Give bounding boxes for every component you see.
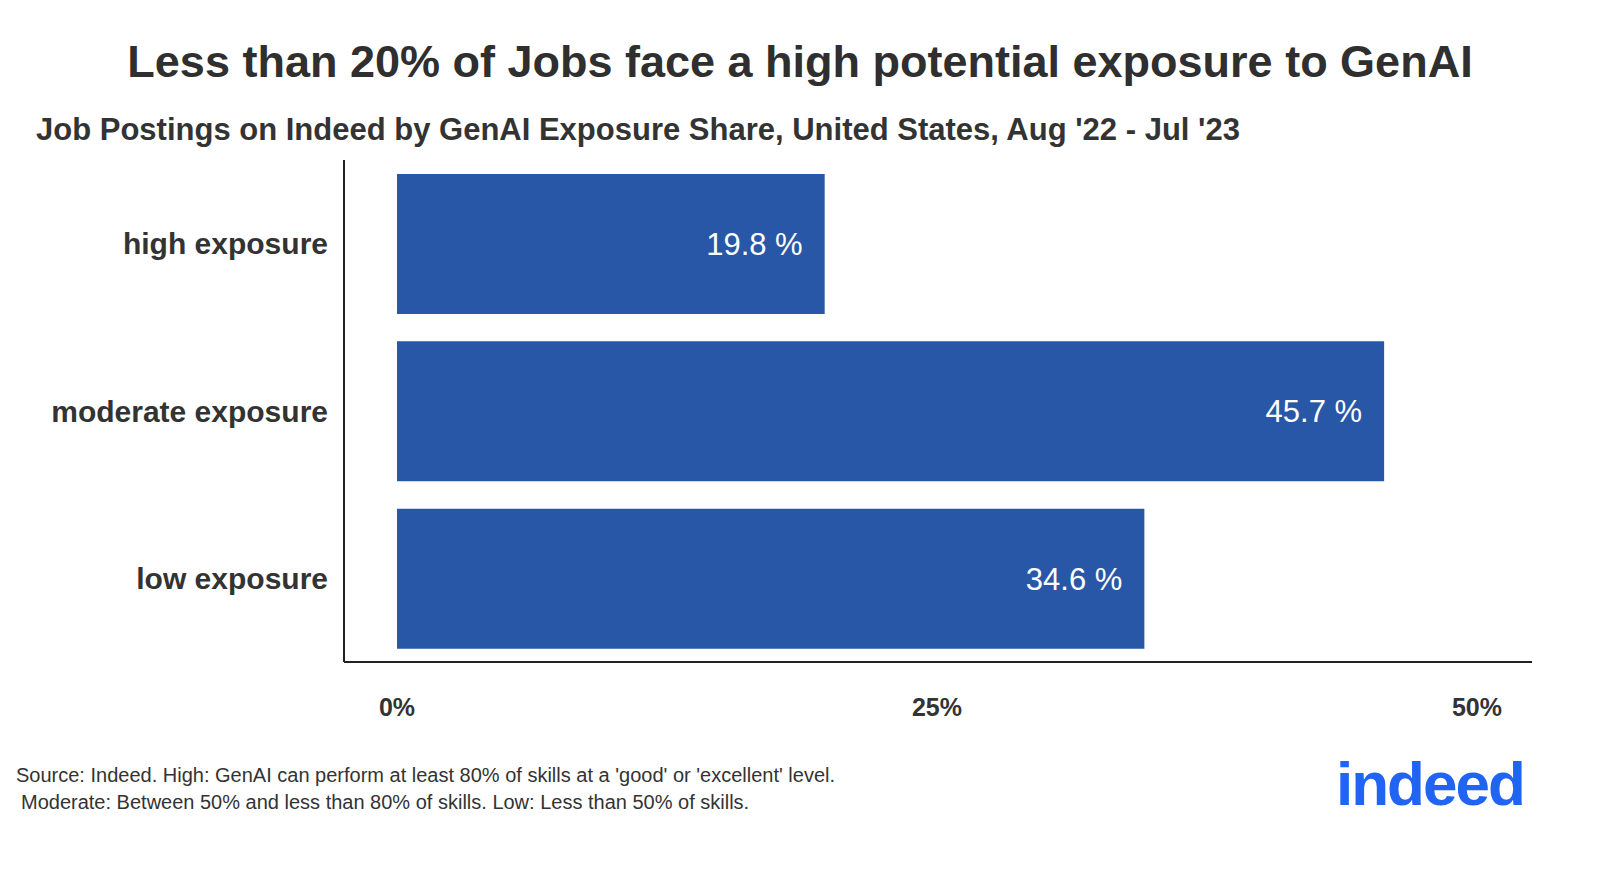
html-text:Moderate: Between 50% and less: Moderate: Between 50% and less than 80% … — [21, 791, 750, 813]
html-text:Job Postings on Indeed by GenA: Job Postings on Indeed by GenAI Exposure… — [36, 112, 1240, 147]
svg-text:high exposure: high exposure — [123, 227, 328, 260]
svg-text:50%: 50% — [1452, 693, 1502, 721]
html-text:indeed: indeed — [1336, 749, 1524, 818]
svg-text:moderate exposure: moderate exposure — [51, 395, 328, 428]
html-text:Less than 20% of Jobs face a h: Less than 20% of Jobs face a high potent… — [127, 36, 1473, 87]
svg-text:34.6 %: 34.6 % — [1026, 562, 1123, 597]
svg-text:0%: 0% — [379, 693, 415, 721]
svg-text:19.8 %: 19.8 % — [706, 227, 803, 262]
svg-text:45.7 %: 45.7 % — [1266, 394, 1363, 429]
html-text:Source: Indeed. High: GenAI ca: Source: Indeed. High: GenAI can perform … — [16, 764, 835, 786]
svg-text:low exposure: low exposure — [136, 562, 328, 595]
svg-text:25%: 25% — [912, 693, 962, 721]
